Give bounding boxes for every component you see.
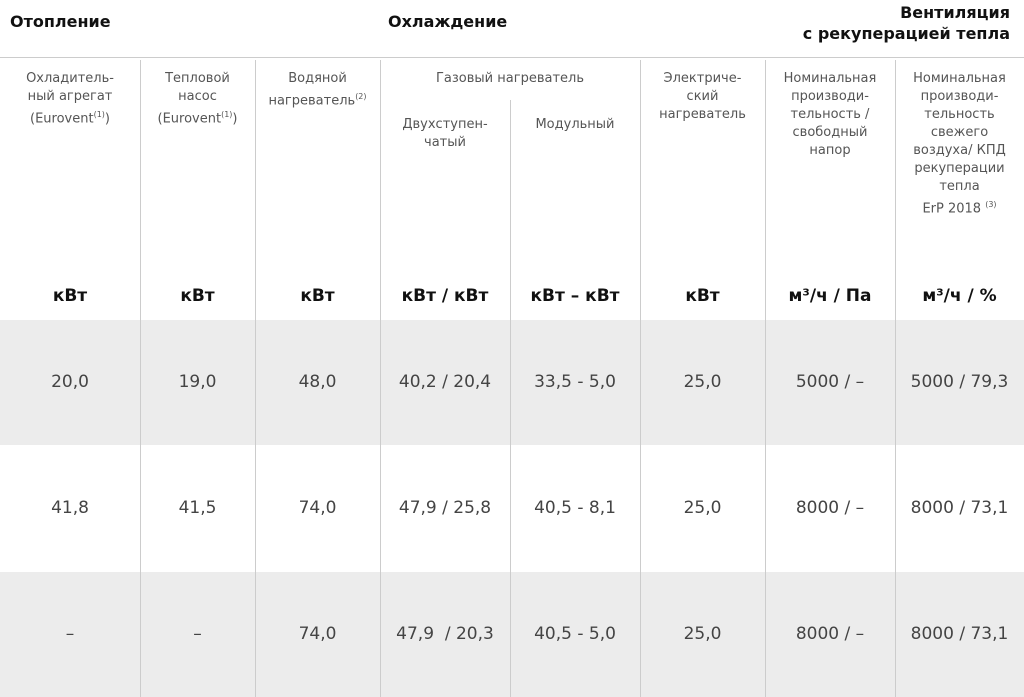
unit: кВт [52,286,88,306]
cell: 48,0 [298,372,337,392]
unit: кВт – кВт [530,286,620,306]
header-text: ) [232,111,238,127]
cell: 25,0 [683,498,722,518]
cell: 41,5 [178,498,217,518]
header-line [0,57,1024,58]
header-text: Электриче- ский нагреватель [659,71,746,122]
row-background [0,320,1024,445]
cell: 8000 / – [795,498,865,518]
column-line [255,60,256,697]
cell: 74,0 [298,498,337,518]
cell: 25,0 [683,624,722,644]
heading: Отопление [10,12,111,31]
cell: 47,9 / 25,8 [398,498,492,518]
heading: Охлаждение [388,12,508,31]
cell: 8000 / 73,1 [910,624,1009,644]
row-background [0,572,1024,697]
header-text: Двухступен- чатый [402,117,488,150]
cell: 47,9 / 20,3 [396,624,494,644]
column-line [895,60,896,697]
column-line [380,60,381,697]
cell: 20,0 [51,372,89,392]
header-text: Модульный [535,117,615,132]
header-text: Тепловой насос (Eurovent [157,71,230,127]
footnote-ref: (1) [93,110,105,119]
cell: 19,0 [178,372,217,392]
cell: 8000 / 73,1 [910,498,1009,518]
column-header: Модульный [510,116,640,134]
cell: 25,0 [683,372,722,392]
header-text: Охладитель- ный агрегат (Eurovent [26,71,114,127]
header-text: Водяной нагреватель [268,71,356,109]
column-line [140,60,141,697]
cell: 40,2 / 20,4 [398,372,492,392]
column-line [510,100,511,697]
footnote-ref: (1) [221,110,233,119]
footnote-ref: (3) [985,200,997,209]
unit: кВт / кВт [401,286,489,306]
column-header: Номинальная производи- тельность / свобо… [765,70,895,160]
cell: 5000 / – [795,372,865,392]
group-header: Газовый нагреватель [436,71,584,86]
column-header: Номинальная производи- тельность свежего… [895,70,1024,218]
cell: – [65,624,75,644]
column-header: Электриче- ский нагреватель [640,70,765,124]
unit: кВт [300,286,335,306]
footnote-ref: (2) [355,92,367,101]
unit: кВт [685,286,720,306]
column-header: Тепловой насос (Eurovent(1)) [140,70,255,128]
cell: 5000 / 79,3 [910,372,1009,392]
header-text: Номинальная производи- тельность / свобо… [783,71,877,158]
cell: 41,8 [51,498,89,518]
cell: 8000 / – [795,624,865,644]
column-line [765,60,766,697]
unit: м³/ч / % [922,286,997,306]
heading: Вентиляция с рекуперацией тепла [802,3,1010,43]
unit: м³/ч / Па [788,286,872,306]
cell: 33,5 - 5,0 [534,372,616,392]
cell: – [193,624,202,644]
header-text: Номинальная производи- тельность свежего… [913,71,1006,217]
cell: 40,5 - 8,1 [534,498,616,518]
column-header: Охладитель- ный агрегат (Eurovent(1)) [0,70,140,128]
header-text: ) [104,111,110,127]
column-header: Двухступен- чатый [380,116,510,152]
column-header: Водяной нагреватель(2) [255,70,380,110]
column-line [640,60,641,697]
cell: 74,0 [298,624,337,644]
unit: кВт [180,286,215,306]
cell: 40,5 - 5,0 [534,624,616,644]
